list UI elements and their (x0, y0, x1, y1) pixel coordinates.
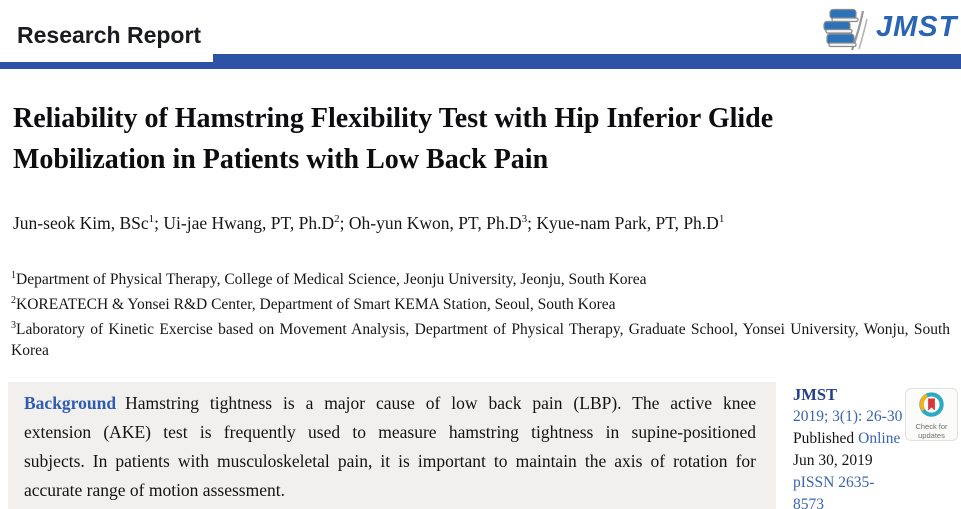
author-separator: ; (527, 213, 537, 233)
abstract-line: accurate range of motion assessment. (24, 480, 285, 500)
affiliation-text: Laboratory of Kinetic Exercise based on … (11, 321, 950, 360)
crossmark-badge[interactable]: Check for updates (905, 388, 958, 441)
journal-abbrev: JMST (793, 385, 838, 404)
author-superscript: 3 (521, 213, 528, 226)
author-name-text: Oh-yun Kwon, PT, Ph.D (348, 213, 522, 233)
author-superscript: 1 (718, 213, 725, 226)
abstract-line: extension (AKE) test is frequently used … (24, 422, 756, 442)
affiliation-text: KOREATECH & Yonsei R&D Center, Departmen… (16, 296, 616, 314)
affiliation-superscript: 3 (11, 320, 16, 332)
article-title: Reliability of Hamstring Flexibility Tes… (13, 98, 773, 180)
affiliation-text: Department of Physical Therapy, College … (16, 271, 647, 289)
crossmark-label: Check for updates (906, 422, 957, 440)
journal-logo (820, 7, 868, 58)
abstract-line-text: Hamstring tightness is a major cause of … (125, 393, 756, 413)
author-name-text: Jun-seok Kim, BSc (13, 213, 149, 233)
article-info-sidebar: JMST 2019; 3(1): 26-30 Published Online J… (793, 384, 905, 509)
author-name: Kyue-nam Park, PT, Ph.D1 (536, 213, 724, 233)
abstract-background-box: Background Hamstring tightness is a major… (8, 382, 776, 509)
journal-logo-text: JMST (876, 11, 958, 43)
authors-line: Jun-seok Kim, BSc1; Ui-jae Hwang, PT, Ph… (13, 213, 724, 234)
author-name-text: Ui-jae Hwang, PT, Ph.D (163, 213, 335, 233)
title-line-2: Mobilization in Patients with Low Back P… (13, 144, 549, 175)
author-superscript: 1 (148, 213, 155, 226)
affiliation-item: 2KOREATECH & Yonsei R&D Center, Departme… (11, 290, 950, 315)
author-separator: ; (339, 213, 349, 233)
affiliation-item: 3Laboratory of Kinetic Exercise based on… (11, 315, 950, 361)
published-date: Jun 30, 2019 (793, 452, 873, 469)
author-superscript: 2 (334, 213, 340, 226)
author-name-text: Kyue-nam Park, PT, Ph.D (536, 213, 719, 233)
books-stack-icon (823, 8, 868, 51)
affiliation-item: 1Department of Physical Therapy, College… (11, 265, 950, 290)
abstract-line: Background Hamstring tightness is a major… (24, 389, 756, 418)
affiliations-list: 1Department of Physical Therapy, College… (11, 265, 950, 361)
citation-info: 2019; 3(1): 26-30 (793, 408, 903, 425)
affiliation-superscript: 1 (11, 270, 16, 281)
author-name: Ui-jae Hwang, PT, Ph.D2; (163, 213, 349, 233)
header-divider-bar-thin (0, 62, 213, 69)
online-link[interactable]: Online (858, 430, 901, 447)
header-divider-bar-thick (213, 54, 961, 69)
background-label: Background (24, 393, 117, 413)
pissn: pISSN 2635-8573 (793, 474, 875, 509)
published-online-line: Published Online (793, 428, 905, 450)
crossmark-circle-icon (919, 392, 944, 417)
abstract-line: subjects. In patients with musculoskelet… (24, 451, 756, 471)
title-line-1: Reliability of Hamstring Flexibility Tes… (13, 103, 774, 134)
author-name: Oh-yun Kwon, PT, Ph.D3; (349, 213, 537, 233)
author-separator: ; (154, 213, 164, 233)
author-name: Jun-seok Kim, BSc1; (13, 213, 163, 233)
affiliation-superscript: 2 (11, 295, 16, 307)
research-report-label: Research Report (17, 22, 202, 48)
published-label: Published (793, 430, 855, 447)
crossmark-label-line2: updates (918, 430, 945, 440)
crossmark-label-line1: Check for (915, 422, 948, 431)
